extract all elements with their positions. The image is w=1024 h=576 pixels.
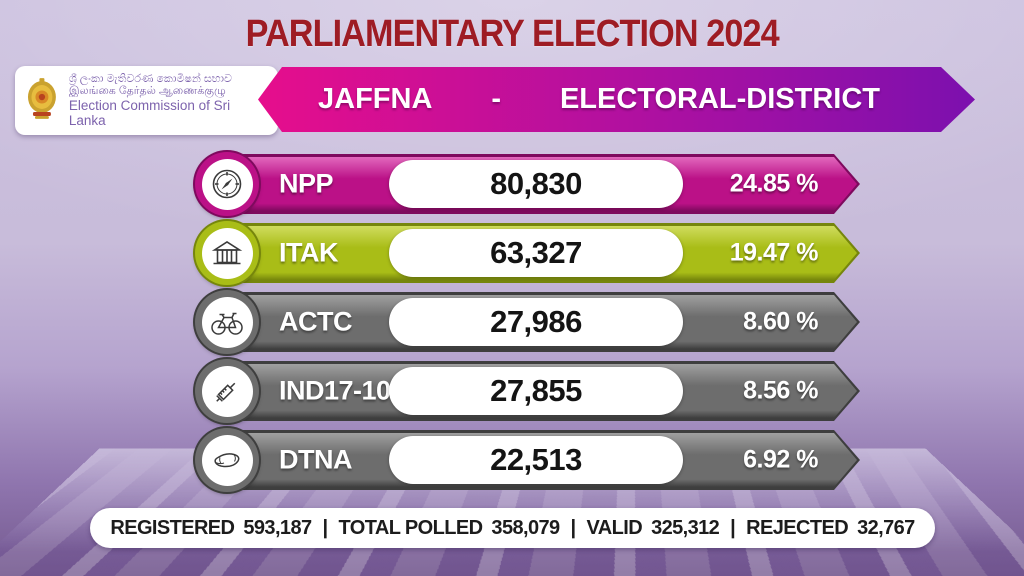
party-badge (195, 221, 259, 285)
banner-separator: - (491, 83, 501, 115)
percent-value: 8.56 % (743, 376, 818, 405)
summary-divider: | (322, 516, 329, 539)
result-row: NPP 80,830 24.85 % (195, 152, 860, 216)
votes-pill: 22,513 (389, 436, 683, 484)
votes-pill: 63,327 (389, 229, 683, 277)
summary-value: 32,767 (857, 516, 915, 539)
commission-name-english: Election Commission of Sri Lanka (68, 97, 231, 128)
party-name: ACTC (279, 306, 353, 337)
summary-value: 358,079 (491, 516, 560, 539)
party-name: DTNA (279, 444, 353, 475)
page-title: PARLIAMENTARY ELECTION 2024 (245, 13, 779, 55)
percent-value: 19.47 % (729, 238, 819, 267)
votes-pill: 80,830 (389, 160, 683, 208)
votes-value: 80,830 (490, 166, 582, 201)
conch-icon (214, 453, 240, 468)
compass-icon (212, 169, 242, 199)
votes-value: 27,855 (490, 373, 582, 408)
percent-value: 6.92 % (743, 445, 818, 474)
result-row: ITAK 63,327 19.47 % (195, 221, 860, 285)
summary-divider: | (730, 516, 736, 539)
syringe-icon (216, 382, 236, 402)
results-list: NPP 80,830 24.85 % (195, 152, 860, 497)
party-badge (195, 428, 259, 492)
votes-pill: 27,986 (389, 298, 683, 346)
summary-label: REJECTED (746, 516, 849, 539)
votes-pill: 27,855 (389, 367, 683, 415)
district-banner: JAFFNA - ELECTORAL-DISTRICT (258, 67, 975, 132)
summary-label: TOTAL POLLED (338, 516, 484, 539)
result-row: IND17-10 27,855 8.56 % (195, 359, 860, 423)
votes-value: 27,986 (490, 304, 582, 339)
commission-name: ශ්‍රී ලංකා මැතිවරණ කොමිෂන් සභාව இலங்கை த… (69, 73, 270, 128)
summary-divider: | (570, 516, 577, 539)
summary-label: VALID (586, 516, 643, 539)
result-row: DTNA 22,513 6.92 % (195, 428, 860, 492)
votes-value: 63,327 (490, 235, 582, 270)
result-row: ACTC 27,986 8.60 % (195, 290, 860, 354)
commission-name-sinhala: ශ්‍රී ලංකා මැතිවරණ කොමිෂන් සභාව (68, 73, 232, 86)
bicycle-icon (211, 312, 243, 335)
percent-value: 8.60 % (743, 307, 818, 336)
house-icon (211, 241, 243, 265)
commission-card: ශ්‍රී ලංකා මැතිවරණ කොමිෂන් සභාව இலங்கை த… (15, 66, 278, 135)
party-badge (195, 290, 259, 354)
sri-lanka-emblem-icon (27, 77, 56, 119)
summary-label: REGISTERED (110, 516, 235, 539)
summary-bar: REGISTERED 593,187 | TOTAL POLLED 358,07… (90, 508, 935, 548)
votes-value: 22,513 (490, 442, 582, 477)
summary-value: 593,187 (243, 516, 312, 539)
party-badge (195, 152, 259, 216)
party-name: NPP (279, 168, 334, 199)
party-name: IND17-10 (279, 375, 391, 406)
commission-name-tamil: இலங்கை தேர்தல் ஆணைக்குழு (68, 85, 226, 98)
summary-value: 325,312 (651, 516, 720, 539)
percent-value: 24.85 % (729, 169, 819, 198)
party-name: ITAK (279, 237, 339, 268)
district-label: ELECTORAL-DISTRICT (559, 83, 880, 115)
party-badge (195, 359, 259, 423)
district-name: JAFFNA (318, 83, 433, 115)
